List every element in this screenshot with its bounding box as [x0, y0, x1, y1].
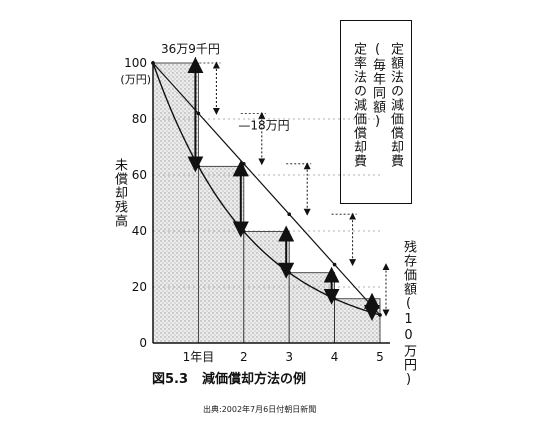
- x-tick-label: 4: [331, 350, 339, 364]
- y-tick-label: 80: [132, 112, 147, 126]
- legend-straight-line-label: 定額法の減価償却費: [388, 42, 403, 168]
- y-axis-unit: (万円): [120, 73, 151, 86]
- figure-number: 図5.3: [152, 372, 189, 387]
- declining-balance-point: [196, 164, 201, 169]
- x-tick-label: 1年目: [183, 350, 215, 364]
- y-axis-label: 未償却残高: [112, 158, 127, 228]
- y-tick-label: 60: [132, 168, 147, 182]
- y-tick-label: 20: [132, 280, 147, 294]
- annotation-first-year-declining: 36万9千円: [161, 42, 220, 56]
- residual-value-label: 残存価額(10万円): [401, 240, 416, 388]
- declining-balance-point: [378, 313, 382, 317]
- declining-balance-point: [332, 296, 337, 301]
- declining-balance-point: [287, 270, 292, 275]
- source-note: 出典:2002年7月6日付朝日新聞: [203, 405, 317, 414]
- straight-line-point: [196, 111, 201, 116]
- x-tick-label: 3: [285, 350, 293, 364]
- y-tick-label: 0: [139, 336, 147, 350]
- legend: [340, 20, 412, 204]
- legend-declining-label: 定率法の減価償却費: [351, 42, 366, 168]
- annotation-first-year-straight: —18万円: [238, 118, 289, 132]
- legend-straight-line-note: (毎年同額): [370, 42, 385, 130]
- remaining-balance-bar: [288, 272, 336, 344]
- figure-title: 減価償却方法の例: [202, 372, 307, 387]
- remaining-balance-bar: [197, 165, 245, 344]
- declining-balance-point: [242, 229, 246, 234]
- figure-caption: 図5.3 減価償却方法の例: [152, 368, 306, 387]
- straight-line-point: [332, 262, 337, 267]
- straight-line-point: [242, 162, 246, 166]
- y-tick-label: 40: [132, 224, 147, 238]
- y-axis-top-value: 100: [124, 56, 147, 70]
- straight-line-point: [287, 212, 292, 216]
- x-tick-label: 5: [376, 350, 384, 364]
- remaining-balance-bar: [334, 298, 381, 344]
- x-tick-label: 2: [240, 350, 248, 364]
- remaining-balance-bar: [243, 231, 290, 344]
